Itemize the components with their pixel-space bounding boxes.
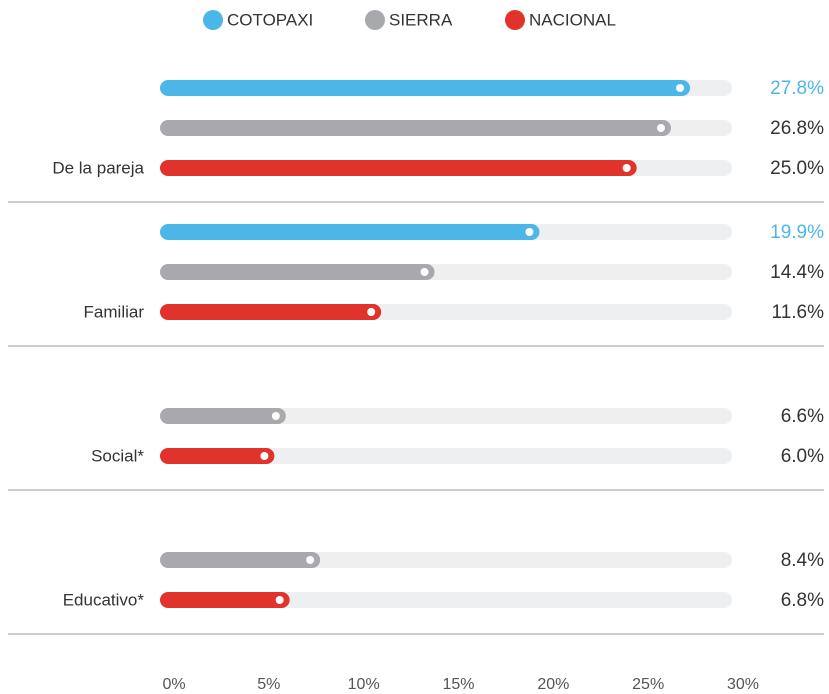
- legend-swatch: [505, 10, 525, 30]
- x-tick-label: 5%: [257, 676, 280, 693]
- bar: [160, 592, 290, 608]
- category-label: Educativo*: [63, 590, 145, 609]
- category-label: Familiar: [84, 302, 145, 321]
- bar: [160, 448, 275, 464]
- value-label: 27.8%: [770, 78, 824, 99]
- bar-end-dot: [420, 268, 429, 276]
- x-tick-label: 25%: [632, 676, 664, 693]
- bar: [160, 552, 321, 568]
- x-tick-label: 10%: [348, 676, 380, 693]
- bar: [160, 120, 671, 136]
- value-label: 6.6%: [781, 406, 824, 427]
- category-label: De la pareja: [52, 158, 144, 177]
- bar-end-dot: [275, 596, 284, 604]
- bar-end-dot: [676, 84, 685, 92]
- value-label: 11.6%: [772, 302, 825, 323]
- legend-label: SIERRA: [389, 10, 453, 29]
- bar-end-dot: [622, 164, 631, 172]
- legend-label: NACIONAL: [529, 10, 616, 29]
- bar-end-dot: [260, 452, 269, 460]
- value-label: 25.0%: [770, 158, 824, 179]
- value-label: 6.0%: [781, 446, 824, 467]
- bar-end-dot: [306, 556, 315, 564]
- bar-end-dot: [525, 228, 534, 236]
- value-label: 19.9%: [770, 222, 824, 243]
- bar-track: [160, 592, 732, 608]
- value-label: 26.8%: [770, 118, 824, 139]
- bar: [160, 264, 435, 280]
- x-tick-label: 30%: [727, 676, 759, 693]
- legend-swatch: [365, 10, 385, 30]
- bar-end-dot: [271, 412, 280, 420]
- x-tick-label: 20%: [537, 676, 569, 693]
- value-label: 8.4%: [781, 550, 824, 571]
- bar: [160, 224, 540, 240]
- bar-track: [160, 408, 732, 424]
- legend-label: COTOPAXI: [227, 10, 313, 29]
- bar-end-dot: [367, 308, 376, 316]
- bar-track: [160, 448, 732, 464]
- bar-end-dot: [656, 124, 665, 132]
- x-tick-label: 0%: [162, 676, 185, 693]
- category-label: Social*: [91, 446, 144, 465]
- x-tick-label: 15%: [442, 676, 474, 693]
- value-label: 14.4%: [770, 262, 824, 283]
- value-label: 6.8%: [781, 590, 824, 611]
- bar: [160, 304, 382, 320]
- bar: [160, 408, 286, 424]
- bar: [160, 80, 691, 96]
- bar: [160, 160, 637, 176]
- legend-swatch: [203, 10, 223, 30]
